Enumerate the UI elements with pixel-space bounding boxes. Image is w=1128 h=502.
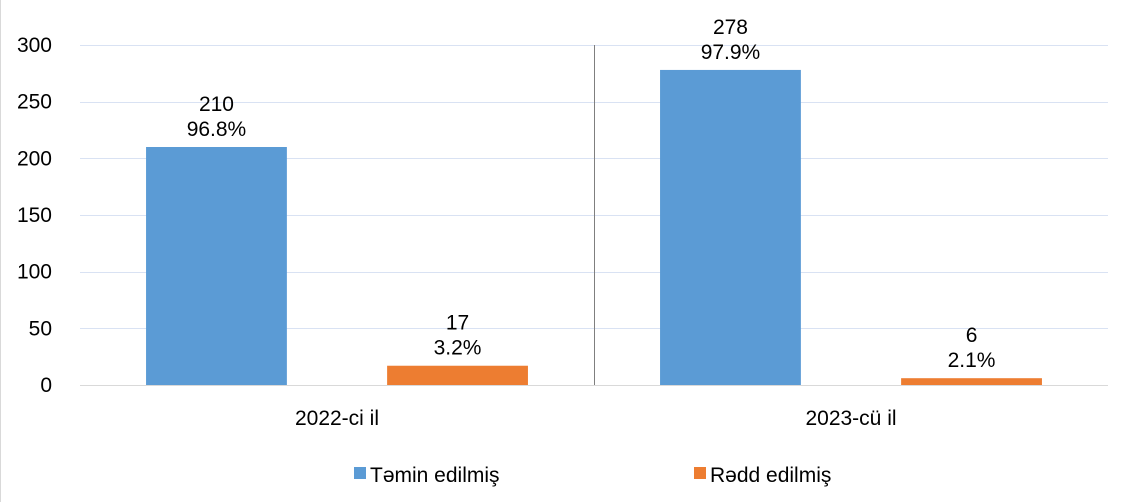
- bar: [387, 365, 528, 385]
- data-label-percent: 2.1%: [948, 349, 996, 372]
- data-label-value: 210: [199, 93, 234, 116]
- bar: [660, 69, 801, 385]
- data-labels: 96.8%210 3.2%17 97.9%278 2.1%6: [187, 16, 996, 372]
- legend-swatch: [694, 467, 706, 479]
- y-tick-label: 200: [17, 147, 52, 170]
- x-tick-label: 2023-cü il: [805, 407, 896, 430]
- legend-label: Təmin edilmiş: [370, 464, 500, 487]
- y-tick-label: 250: [17, 91, 52, 114]
- x-tick-label: 2022-ci il: [295, 407, 379, 430]
- y-axis: 0 50 100 150 200 250 300: [17, 34, 52, 397]
- legend-swatch: [354, 467, 366, 479]
- legend-label: Rədd edilmiş: [710, 464, 831, 487]
- data-label-percent: 97.9%: [701, 41, 761, 64]
- data-label-percent: 96.8%: [187, 118, 247, 141]
- y-tick-label: 0: [40, 374, 52, 397]
- bar: [146, 147, 287, 385]
- y-tick-label: 300: [17, 34, 52, 57]
- bar: [901, 378, 1042, 385]
- y-tick-label: 50: [29, 317, 52, 340]
- data-label-value: 278: [713, 16, 748, 39]
- y-tick-label: 100: [17, 261, 52, 284]
- y-tick-label: 150: [17, 204, 52, 227]
- legend: Təmin edilmiş Rədd edilmiş: [354, 464, 831, 487]
- data-label-percent: 3.2%: [434, 337, 482, 360]
- data-label-value: 17: [446, 312, 469, 335]
- x-axis: 2022-ci il 2023-cü il: [80, 385, 1108, 430]
- bars: [146, 69, 1042, 385]
- data-label-value: 6: [966, 324, 978, 347]
